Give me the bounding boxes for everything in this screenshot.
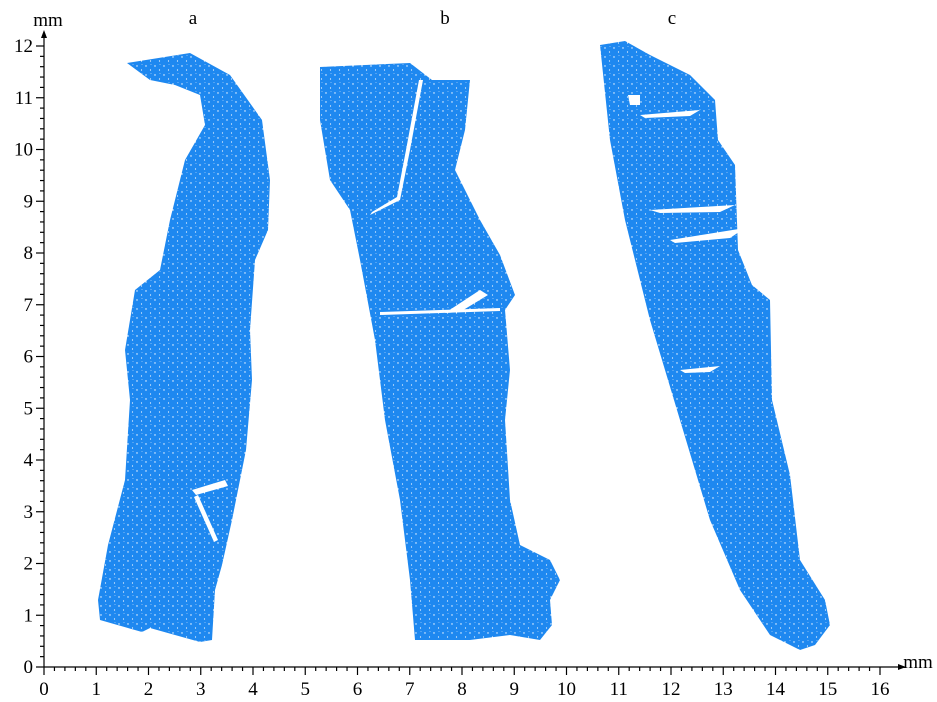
x-tick-label: 2 bbox=[144, 679, 154, 700]
y-tick-label: 4 bbox=[24, 450, 34, 471]
y-tick-label: 11 bbox=[15, 88, 33, 109]
x-tick-label: 10 bbox=[557, 679, 576, 700]
x-unit-label: mm bbox=[903, 652, 933, 673]
panel-label: a bbox=[189, 8, 198, 29]
panel-label: c bbox=[668, 8, 676, 29]
panel-label: b bbox=[440, 8, 450, 29]
specimen-b bbox=[320, 63, 560, 640]
x-tick-label: 16 bbox=[871, 679, 890, 700]
x-tick-label: 5 bbox=[301, 679, 311, 700]
x-tick-label: 11 bbox=[610, 679, 628, 700]
y-tick-label: 1 bbox=[24, 605, 34, 626]
x-tick-label: 4 bbox=[248, 679, 258, 700]
x-tick-label: 7 bbox=[405, 679, 415, 700]
y-tick-label: 7 bbox=[24, 295, 34, 316]
specimen-a bbox=[98, 53, 270, 642]
x-tick-label: 3 bbox=[196, 679, 206, 700]
y-tick-label: 8 bbox=[24, 243, 34, 264]
y-tick-label: 5 bbox=[24, 398, 34, 419]
x-tick-label: 12 bbox=[662, 679, 681, 700]
x-tick-label: 1 bbox=[92, 679, 102, 700]
y-tick-label: 3 bbox=[24, 502, 34, 523]
x-tick-label: 9 bbox=[510, 679, 520, 700]
y-unit-label: mm bbox=[33, 10, 63, 31]
y-tick-label: 2 bbox=[24, 554, 34, 575]
specimen-c bbox=[600, 41, 830, 650]
y-tick-label: 12 bbox=[14, 36, 33, 57]
x-tick-label: 15 bbox=[818, 679, 837, 700]
y-tick-label: 0 bbox=[24, 657, 34, 678]
x-tick-label: 8 bbox=[457, 679, 467, 700]
figure: 0123456789101112131415160123456789101112… bbox=[0, 0, 937, 702]
y-tick-label: 9 bbox=[24, 191, 34, 212]
x-tick-label: 13 bbox=[714, 679, 733, 700]
x-tick-label: 6 bbox=[353, 679, 363, 700]
specimens bbox=[98, 41, 830, 650]
y-tick-label: 10 bbox=[14, 140, 33, 161]
x-tick-label: 14 bbox=[766, 679, 786, 700]
y-tick-label: 6 bbox=[24, 347, 34, 368]
x-tick-label: 0 bbox=[39, 679, 49, 700]
y-arrow bbox=[41, 30, 47, 38]
